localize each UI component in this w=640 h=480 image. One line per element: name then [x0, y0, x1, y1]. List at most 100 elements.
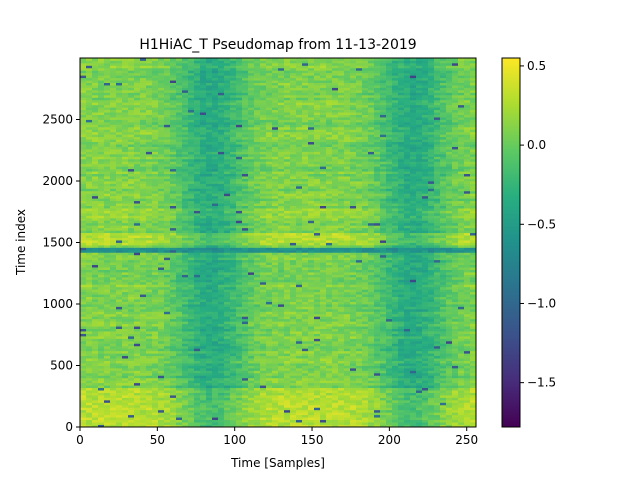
heatmap-cell	[284, 343, 291, 347]
heatmap-cell	[350, 419, 357, 423]
heatmap-cell	[440, 304, 447, 307]
heatmap-cell	[254, 414, 261, 418]
heatmap-cell	[380, 323, 387, 327]
heatmap-cell	[434, 284, 441, 288]
heatmap-cell	[122, 311, 129, 315]
heatmap-cell	[386, 323, 393, 327]
heatmap-cell	[248, 338, 255, 342]
heatmap-cell	[416, 284, 423, 288]
heatmap-cell	[308, 404, 315, 408]
heatmap-cell	[248, 353, 255, 357]
heatmap-cell	[134, 331, 141, 334]
heatmap-cell	[188, 333, 195, 337]
heatmap-cell	[140, 380, 147, 384]
heatmap-cell	[92, 242, 99, 246]
heatmap-cell	[446, 360, 453, 364]
heatmap-cell	[206, 296, 213, 300]
heatmap-cell	[188, 259, 195, 263]
heatmap-cell	[422, 313, 429, 317]
heatmap-cell	[152, 249, 159, 253]
heatmap-cell	[236, 350, 243, 354]
heatmap-cell	[152, 409, 159, 413]
heatmap-cell	[158, 390, 165, 393]
heatmap-cell	[176, 272, 183, 275]
heatmap-cell	[152, 360, 159, 364]
heatmap-cell	[458, 372, 465, 376]
heatmap-cell	[200, 326, 207, 329]
heatmap-cell	[128, 331, 135, 334]
heatmap-cell	[98, 311, 105, 315]
heatmap-cell	[314, 308, 321, 312]
heatmap-cell	[380, 259, 387, 263]
heatmap-cell	[260, 395, 267, 398]
heatmap-cell	[272, 323, 279, 327]
heatmap-cell	[140, 306, 147, 310]
heatmap-cell	[416, 313, 423, 317]
heatmap-cell	[212, 274, 219, 278]
heatmap-cell	[422, 350, 429, 354]
heatmap-cell	[428, 281, 435, 285]
heatmap-cell	[314, 269, 321, 273]
heatmap-cell	[92, 348, 99, 352]
heatmap-cell	[98, 259, 105, 263]
heatmap-cell	[410, 276, 417, 280]
heatmap-cell	[200, 382, 207, 386]
heatmap-cell	[464, 313, 471, 317]
heatmap-cell	[260, 353, 267, 357]
heatmap-cell	[86, 397, 93, 401]
heatmap-cell	[416, 247, 423, 251]
heatmap-cell	[116, 286, 123, 290]
heatmap-cell	[98, 306, 105, 310]
heatmap-cell	[350, 358, 357, 361]
heatmap-cell	[128, 306, 135, 310]
heatmap-cell	[284, 345, 291, 349]
heatmap-cell	[86, 412, 93, 416]
heatmap-cell	[140, 240, 147, 243]
heatmap-cell	[188, 422, 195, 425]
heatmap-cell	[470, 399, 477, 403]
heatmap-cell	[194, 281, 201, 285]
heatmap-cell	[128, 323, 135, 327]
heatmap-cell	[308, 321, 315, 325]
heatmap-cell	[284, 306, 291, 310]
heatmap-cell	[458, 284, 465, 288]
heatmap-cell	[338, 360, 345, 364]
heatmap-cell	[362, 289, 369, 293]
heatmap-cell	[338, 279, 345, 283]
heatmap-cell	[470, 291, 477, 295]
heatmap-cell	[284, 274, 291, 278]
heatmap-cell	[320, 412, 327, 416]
heatmap-cell	[332, 340, 339, 344]
heatmap-cell	[248, 318, 255, 322]
heatmap-cell	[386, 301, 393, 305]
heatmap-cell	[158, 385, 165, 389]
heatmap-cell	[320, 296, 327, 300]
heatmap-cell	[416, 417, 423, 421]
heatmap-cell	[104, 274, 111, 278]
heatmap-cell	[422, 404, 429, 408]
heatmap-cell	[212, 281, 219, 285]
heatmap-cell	[86, 254, 93, 258]
heatmap-cell	[308, 345, 315, 349]
heatmap-cell	[260, 419, 267, 423]
heatmap-cell	[128, 377, 135, 381]
heatmap-cell	[350, 360, 357, 364]
heatmap-cell	[434, 291, 441, 295]
heatmap-cell	[86, 355, 93, 359]
heatmap-cell	[128, 326, 135, 329]
heatmap-cell	[284, 269, 291, 273]
heatmap-cell	[362, 370, 369, 374]
heatmap-cell	[116, 249, 123, 253]
heatmap-cell	[314, 318, 321, 322]
heatmap-cell	[224, 375, 231, 379]
heatmap-cell	[440, 358, 447, 361]
heatmap-cell	[374, 412, 381, 416]
heatmap-cell	[194, 350, 201, 354]
heatmap-cell	[314, 306, 321, 310]
heatmap-cell	[398, 291, 405, 295]
heatmap-cell	[446, 264, 453, 268]
heatmap-cell	[200, 281, 207, 285]
heatmap-cell	[314, 375, 321, 379]
heatmap-cell	[170, 267, 177, 270]
heatmap-cell	[302, 306, 309, 310]
